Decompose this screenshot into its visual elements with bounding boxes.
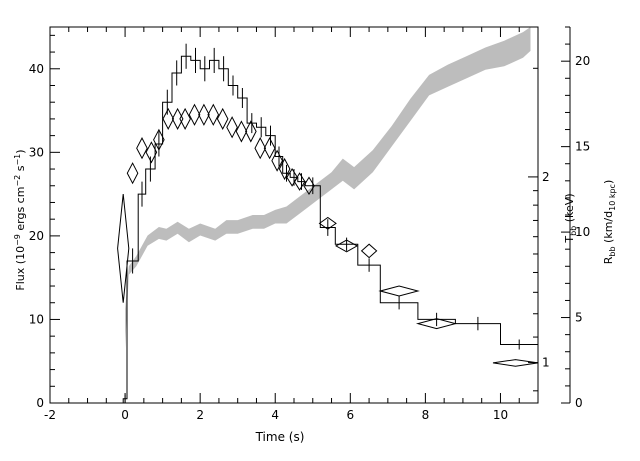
temperature-diamond <box>162 107 175 130</box>
temperature-diamond <box>198 103 210 126</box>
temperature-diamond <box>226 116 238 139</box>
temperature-diamond <box>245 120 257 143</box>
x-tick-label: 10 <box>493 408 508 422</box>
temperature-diamond <box>293 172 306 191</box>
x-tick-label: -2 <box>44 408 56 422</box>
radius-tick-label: 20 <box>575 54 590 68</box>
temperature-diamond <box>145 141 158 164</box>
temperature-diamond <box>235 120 248 143</box>
radius-tick-label: 10 <box>575 225 590 239</box>
radius-tick-label: 15 <box>575 140 590 154</box>
radius-band-layer <box>125 27 531 349</box>
temperature-diamond <box>278 157 291 181</box>
temperature-diamond <box>334 239 359 253</box>
flux-tick-label: 40 <box>29 62 44 76</box>
x-axis-label: Time (s) <box>255 430 305 444</box>
x-tick-label: 0 <box>121 408 129 422</box>
temperature-diamond <box>171 107 184 130</box>
temperature-diamond <box>117 194 130 303</box>
y-axis-label-temperature: Tbb (keV) <box>563 193 578 243</box>
flux-step-line <box>122 55 538 403</box>
temperature-diamond <box>271 149 283 172</box>
temp-tick-label: 2 <box>542 170 550 184</box>
temperature-diamond <box>254 137 267 160</box>
temperature-diamond <box>318 216 337 230</box>
temperature-diamond <box>216 107 229 130</box>
flux-step-layer <box>122 43 538 403</box>
temperature-diamond <box>136 137 148 160</box>
temperature-diamond <box>153 128 165 151</box>
temperature-diamond <box>303 176 315 196</box>
temperature-diamond <box>126 162 139 185</box>
temperature-diamond <box>360 243 378 259</box>
temperature-diamond <box>179 107 191 130</box>
x-tick-label: 8 <box>422 408 430 422</box>
temp-tick-label: 1 <box>542 356 550 370</box>
y-axis-label-radius: Rbb (km/d10 kpc) <box>602 180 617 265</box>
radius-tick-label: 5 <box>575 311 583 325</box>
x-tick-label: 6 <box>346 408 354 422</box>
radius-band <box>125 27 531 349</box>
flux-tick-label: 10 <box>29 312 44 326</box>
temperature-diamond <box>207 103 220 126</box>
flux-tick-label: 30 <box>29 145 44 159</box>
radius-tick-label: 0 <box>575 396 583 410</box>
flux-tick-label: 0 <box>36 396 44 410</box>
temperature-diamond <box>378 285 420 297</box>
temperature-diamond <box>188 103 201 126</box>
y-axis-label-flux: Flux (10−9 ergs cm−2 s−1) <box>13 149 27 290</box>
flux-tick-label: 20 <box>29 229 44 243</box>
x-tick-label: 2 <box>196 408 204 422</box>
temperature-diamond <box>415 318 458 330</box>
temperature-diamond <box>263 137 276 160</box>
temperature-diamond-layer <box>117 103 539 367</box>
x-tick-label: 4 <box>271 408 279 422</box>
